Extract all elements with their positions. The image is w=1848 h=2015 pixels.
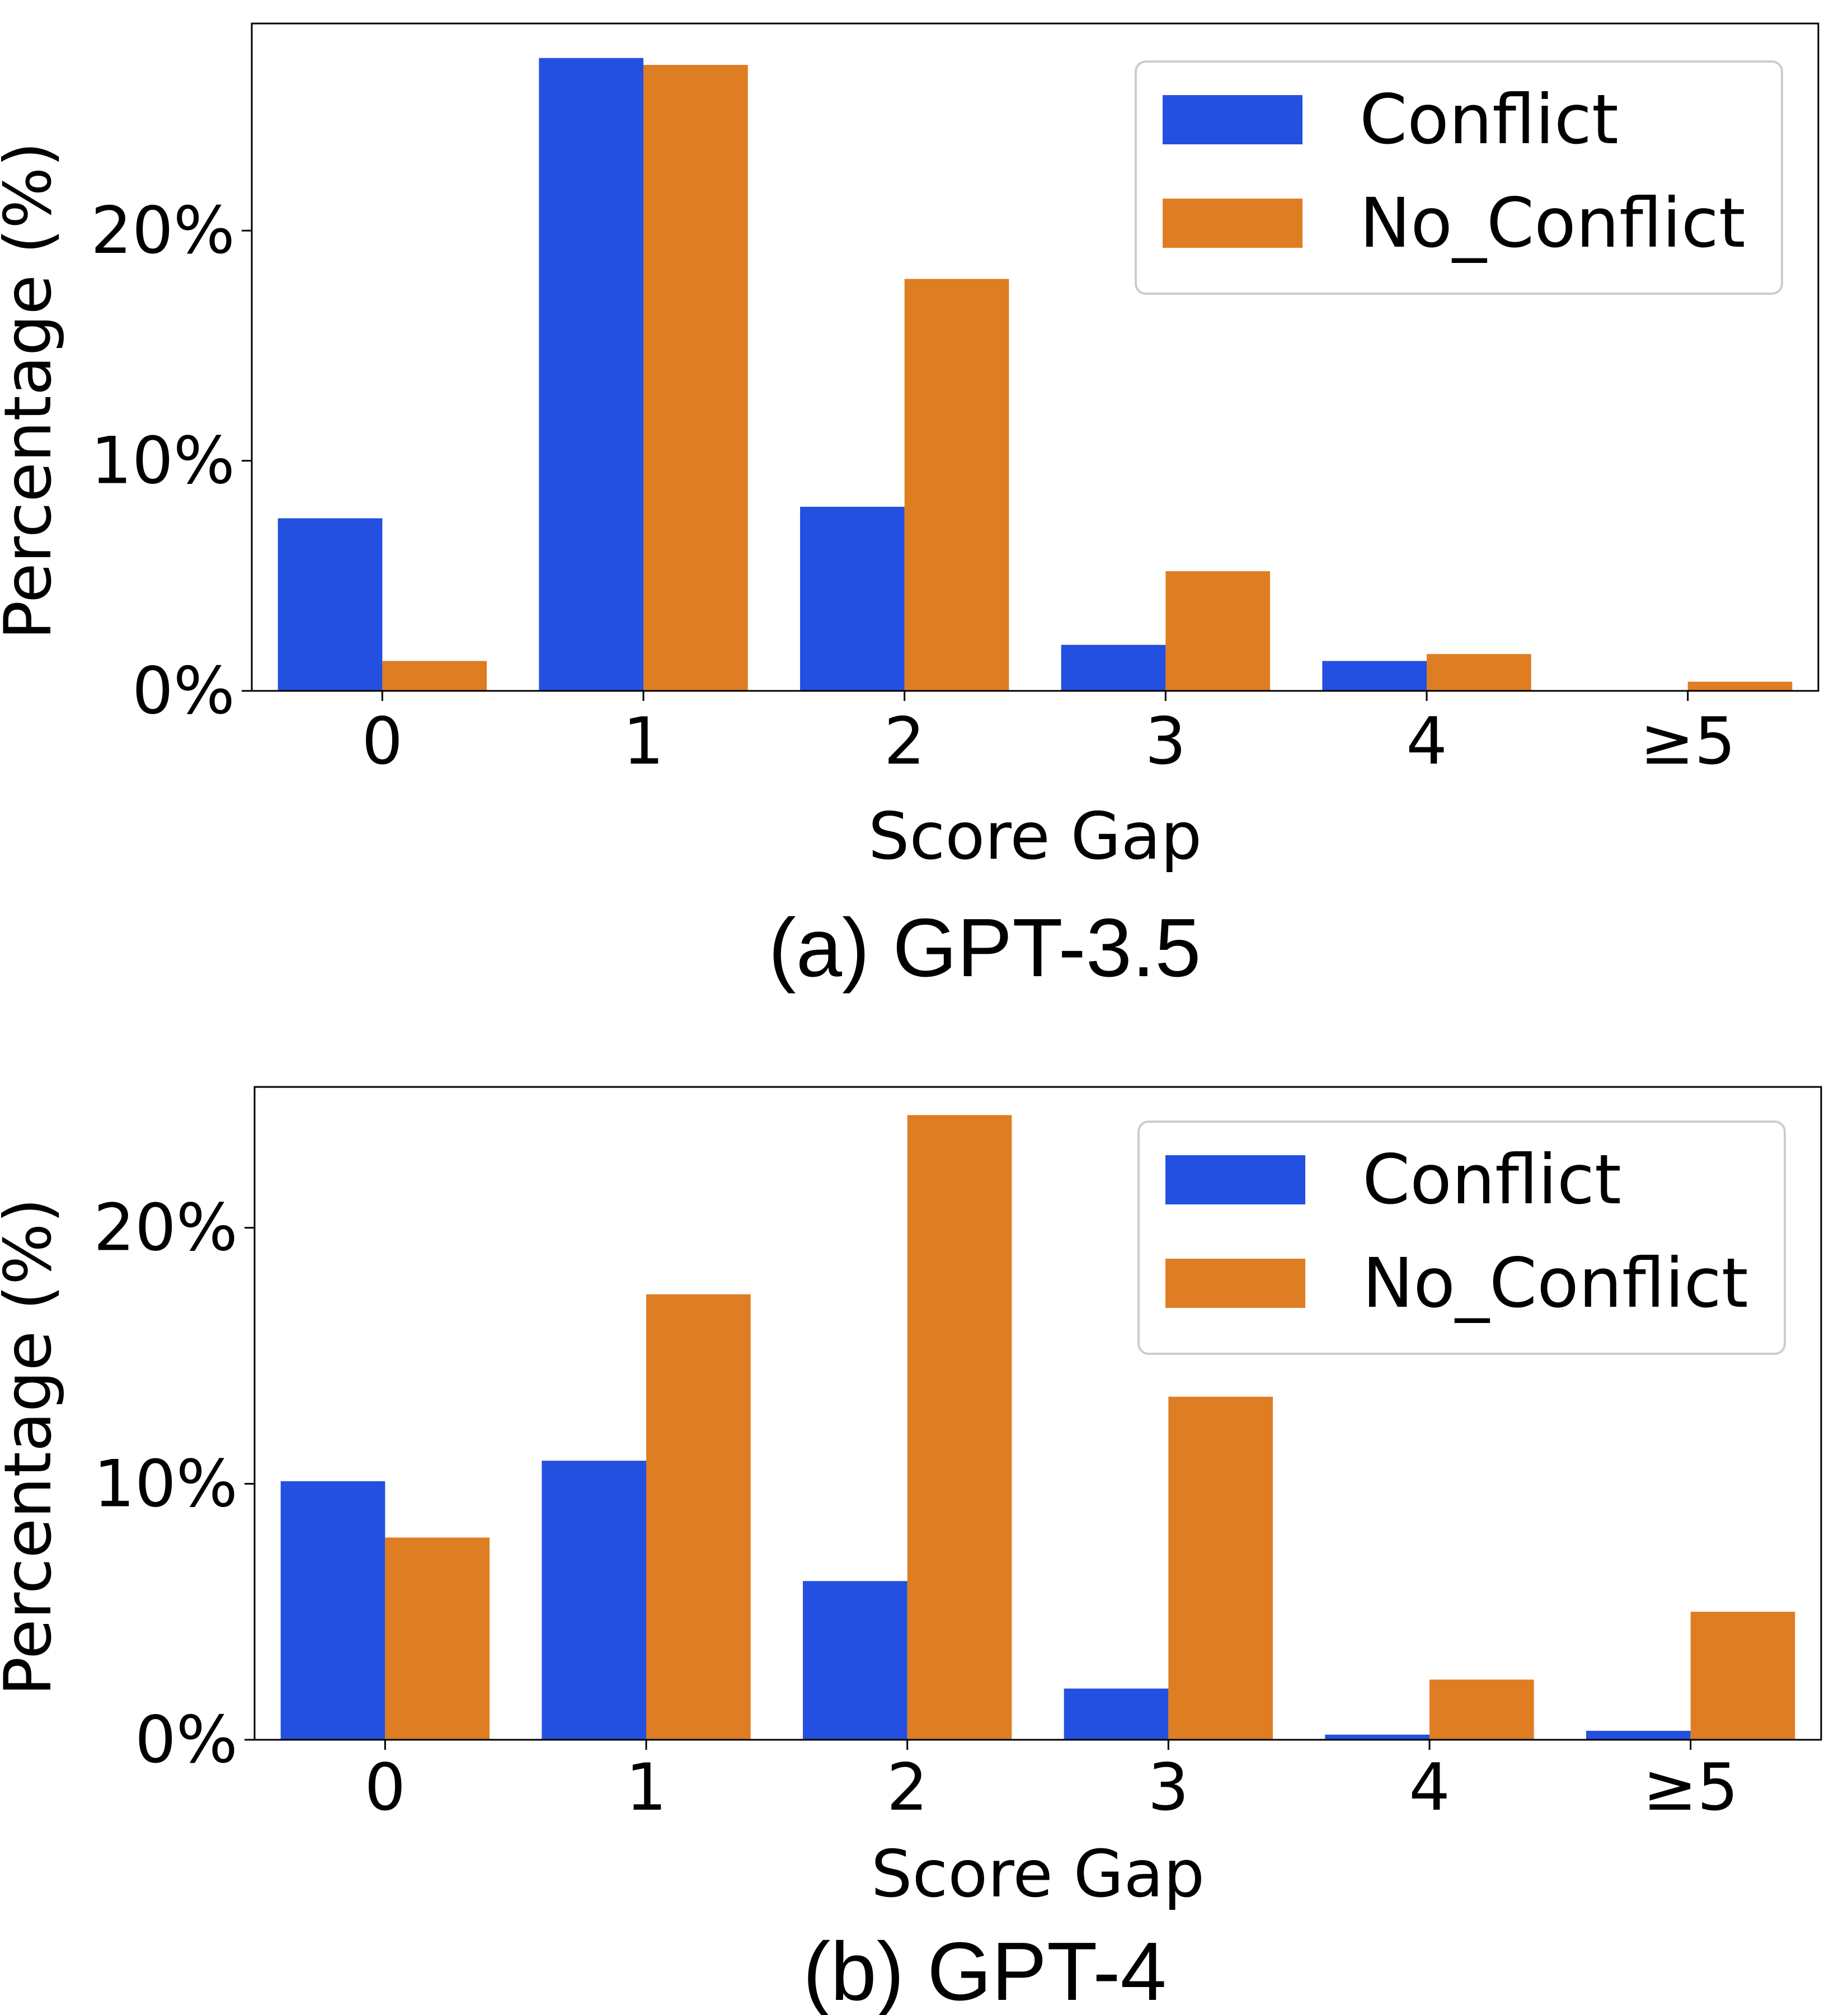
legend-label-conflict: Conflict	[1362, 1140, 1621, 1220]
x-tick-label: 2	[887, 1750, 928, 1825]
x-tick-label: ≥5	[1640, 704, 1736, 779]
plot-frame	[251, 22, 1819, 692]
bar-no-conflict-5	[1687, 681, 1793, 691]
bar-no-conflict-3	[1165, 571, 1270, 691]
legend-swatch-conflict	[1163, 95, 1302, 144]
x-axis-label: Score Gap	[871, 1837, 1205, 1912]
bar-conflict-0	[278, 518, 383, 691]
bar-conflict-2	[803, 1581, 907, 1740]
bar-no-conflict-1	[643, 65, 748, 691]
bar-no-conflict-4	[1430, 1679, 1534, 1740]
chart-caption: (b) GPT-4	[803, 1925, 1167, 2015]
x-tick-label: 2	[884, 704, 925, 779]
bar-conflict-4	[1325, 1734, 1430, 1740]
x-axis-label: Score Gap	[868, 799, 1202, 874]
y-tick-label: 0%	[135, 1702, 238, 1778]
bar-conflict-2	[800, 506, 905, 691]
bar-conflict-1	[542, 1461, 646, 1740]
bar-conflict-3	[1061, 644, 1166, 691]
bar-no-conflict-4	[1427, 654, 1531, 691]
chart-a: 0% 10% 20% 0 1 2 3 4 ≥5 Score Gap Percentage (%) Co…	[0, 22, 1819, 994]
legend: Conflict No_Conflict	[1135, 60, 1783, 295]
bar-conflict-1	[539, 58, 643, 691]
y-tick-label: 20%	[93, 1190, 238, 1266]
y-tick-label: 10%	[93, 1446, 238, 1522]
bar-no-conflict-0	[382, 661, 487, 691]
legend-swatch-conflict	[1165, 1155, 1305, 1204]
x-tick-label: 0	[364, 1750, 406, 1825]
x-tick-label: 4	[1409, 1750, 1450, 1825]
y-tick-label: 10%	[91, 423, 235, 499]
x-tick-label: 0	[361, 704, 403, 779]
bar-no-conflict-2	[907, 1115, 1012, 1740]
x-tick-label: 4	[1406, 704, 1447, 779]
legend-label-conflict: Conflict	[1360, 80, 1619, 159]
legend-swatch-no-conflict	[1165, 1259, 1305, 1308]
legend-label-no-conflict: No_Conflict	[1360, 183, 1746, 263]
y-tick-label: 0%	[132, 653, 235, 729]
x-tick-label: 3	[1148, 1750, 1189, 1825]
chart-b: 0% 10% 20% 0 1 2 3 4 ≥5 Score Gap Percentage (%) Co…	[0, 1086, 1822, 2015]
plot-frame	[253, 1086, 1822, 1741]
bar-conflict-4	[1322, 661, 1427, 691]
chart-caption: (a) GPT-3.5	[768, 902, 1201, 994]
x-tick-label: 3	[1145, 704, 1186, 779]
legend-swatch-no-conflict	[1163, 199, 1302, 248]
bar-no-conflict-0	[385, 1537, 490, 1740]
y-axis-label: Percentage (%)	[0, 1198, 66, 1696]
legend-label-no-conflict: No_Conflict	[1362, 1244, 1748, 1323]
y-axis-label: Percentage (%)	[0, 142, 66, 639]
legend: Conflict No_Conflict	[1137, 1121, 1786, 1355]
x-tick-label: 1	[626, 1750, 667, 1825]
bar-conflict-3	[1064, 1688, 1169, 1740]
bar-no-conflict-5	[1690, 1612, 1795, 1740]
bar-conflict-5	[1586, 1730, 1691, 1740]
bar-conflict-0	[280, 1481, 385, 1740]
y-tick-label: 20%	[91, 193, 235, 269]
bar-no-conflict-1	[646, 1294, 751, 1740]
bar-no-conflict-3	[1168, 1396, 1273, 1740]
bar-no-conflict-2	[904, 279, 1009, 691]
x-tick-label: ≥5	[1643, 1750, 1738, 1825]
x-tick-label: 1	[623, 704, 664, 779]
